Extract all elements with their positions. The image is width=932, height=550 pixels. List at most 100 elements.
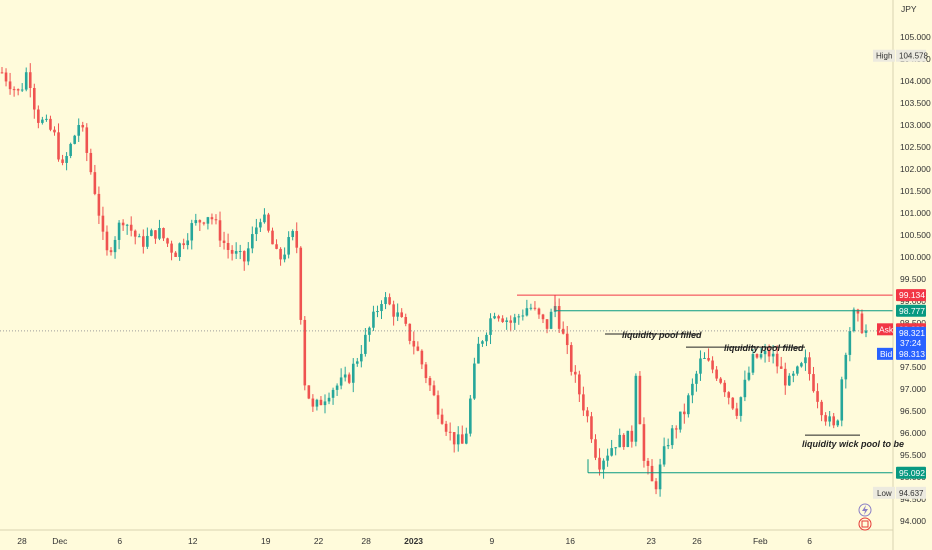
- candle-body: [218, 220, 222, 241]
- candle-body: [287, 237, 290, 255]
- candle-body: [117, 222, 121, 240]
- x-tick-label: 12: [188, 536, 198, 546]
- y-tick-label: 97.500: [900, 362, 926, 372]
- candle-body: [404, 316, 408, 324]
- candle-body: [751, 354, 755, 373]
- candle-body: [452, 432, 456, 445]
- candle-body: [598, 457, 601, 470]
- candle-body: [0, 72, 4, 74]
- candle-body: [283, 254, 286, 260]
- candle-body: [440, 414, 444, 424]
- candle-body: [549, 311, 553, 329]
- price-badges: 99.13498.77795.092Ask98.33398.32137:24Bi…: [873, 49, 928, 499]
- candle-body: [448, 431, 452, 433]
- candle-body: [767, 350, 771, 357]
- candle-body: [376, 311, 379, 313]
- time-axis[interactable]: 28 Dec 6 12 19 22 28 2023 9 16 23 26 Feb 6: [17, 536, 812, 546]
- y-tick-label: 94.500: [900, 494, 926, 504]
- candle-body: [347, 374, 351, 383]
- candle-body: [186, 240, 190, 246]
- candle-body: [775, 353, 779, 367]
- candle-body: [408, 323, 412, 341]
- candle-body: [464, 433, 468, 444]
- candle-body: [654, 481, 658, 490]
- low-tag: [873, 486, 895, 499]
- y-tick-label: 96.000: [900, 428, 926, 438]
- candles-layer: [0, 63, 868, 497]
- annotation-text[interactable]: liquidity pool filled: [622, 330, 702, 340]
- candle-body: [707, 357, 710, 361]
- candle-body: [525, 308, 529, 316]
- candle-body: [743, 379, 747, 398]
- candle-body: [590, 416, 593, 440]
- candle-body: [812, 374, 815, 392]
- candle-body: [497, 316, 500, 319]
- candle-body: [646, 460, 650, 466]
- candle-body: [586, 410, 589, 417]
- candle-body: [428, 378, 432, 386]
- candle-body: [190, 223, 194, 241]
- candle-body: [509, 320, 513, 323]
- y-tick-label: 95.500: [900, 450, 926, 460]
- candle-body: [642, 424, 646, 461]
- y-tick-label: 96.500: [900, 406, 926, 416]
- candle-body: [206, 217, 210, 224]
- y-tick-label: 101.500: [900, 186, 931, 196]
- candle-body: [380, 304, 383, 312]
- candle-body: [569, 345, 573, 372]
- x-tick-label: 19: [261, 536, 271, 546]
- candle-body: [699, 358, 702, 374]
- candle-body: [178, 243, 181, 257]
- annotation-text[interactable]: liquidity pool filled: [724, 343, 804, 353]
- candle-body: [594, 439, 597, 458]
- y-tick-label: 103.000: [900, 120, 931, 130]
- candle-body: [731, 397, 735, 409]
- x-tick-label: Feb: [753, 536, 768, 546]
- candle-body: [327, 397, 331, 402]
- candle-body: [372, 311, 375, 328]
- candle-body: [800, 363, 803, 367]
- candle-body: [275, 244, 278, 249]
- candle-body: [755, 354, 759, 358]
- candle-body: [8, 81, 12, 90]
- candle-body: [146, 235, 149, 247]
- candle-body: [674, 428, 678, 430]
- candle-body: [747, 372, 751, 380]
- candle-body: [683, 411, 686, 415]
- candle-body: [622, 434, 626, 447]
- green-level-badge-box: [896, 304, 926, 317]
- candle-body: [16, 89, 20, 91]
- candle-body: [844, 354, 848, 380]
- bid-tag: [877, 347, 893, 360]
- candle-body: [109, 250, 113, 253]
- y-tick-label: 101.000: [900, 208, 931, 218]
- y-tick-label: 103.500: [900, 98, 931, 108]
- candle-body: [150, 230, 153, 236]
- candle-body: [602, 460, 605, 470]
- candle-body: [828, 416, 831, 422]
- dividend-icon[interactable]: [858, 517, 872, 531]
- candle-body: [711, 360, 714, 370]
- candle-body: [351, 363, 355, 383]
- candle-body: [162, 228, 165, 239]
- candle-body: [856, 309, 860, 314]
- annotation-text[interactable]: liquidity wick pool to be: [802, 439, 904, 449]
- red-level-badge-box: [896, 289, 926, 302]
- candle-body: [804, 357, 807, 364]
- candle-body: [529, 307, 533, 309]
- candle-body: [49, 118, 52, 130]
- candle-body: [319, 399, 323, 406]
- candle-body: [364, 334, 367, 354]
- y-tick-label: 99.500: [900, 274, 926, 284]
- candle-body: [166, 238, 169, 244]
- candle-body: [816, 391, 819, 402]
- candle-body: [783, 368, 787, 386]
- candle-body: [521, 315, 525, 317]
- candle-body: [610, 448, 613, 456]
- candle-body: [719, 378, 722, 383]
- x-tick-label: 28: [361, 536, 371, 546]
- lightning-icon[interactable]: [858, 503, 872, 517]
- high-label: High: [876, 52, 892, 61]
- candle-body: [574, 371, 577, 375]
